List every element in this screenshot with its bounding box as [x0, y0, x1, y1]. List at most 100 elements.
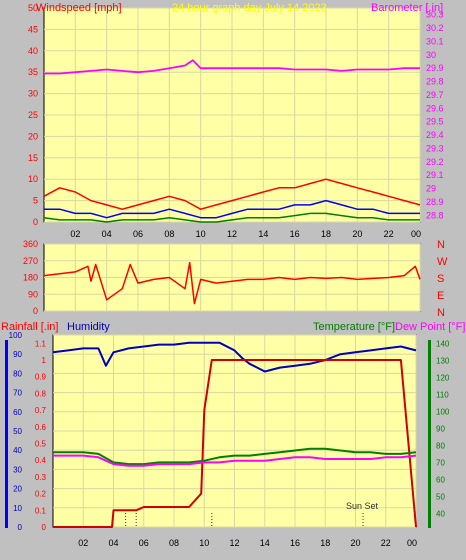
direction-tick-label: 180 [23, 273, 38, 283]
temperature-tick-label: 40 [436, 509, 445, 518]
barometer-tick-label: 29.1 [426, 170, 444, 180]
x-tick-label: 04 [108, 538, 118, 548]
rainfall-tick-label: 0.6 [35, 423, 47, 432]
x-tick-label: 04 [102, 229, 112, 239]
x-tick-label: 16 [290, 538, 300, 548]
windspeed-axis: 0 5 10 15 20 25 30 35 40 45 50 [28, 3, 38, 227]
windspeed-tick-label: 30 [28, 89, 38, 99]
rain-humidity-temp-x-axis: 02 04 06 08 10 12 14 16 18 20 22 00 [78, 538, 417, 548]
rainfall-tick-label: 0.1 [35, 506, 47, 515]
windspeed-tick-label: 35 [28, 67, 38, 77]
rainfall-tick-label: 1.1 [35, 339, 47, 348]
x-tick-label: 08 [164, 229, 174, 239]
humidity-tick-label: 20 [13, 485, 22, 494]
barometer-tick-label: 29.2 [426, 157, 444, 167]
x-tick-label: 06 [133, 229, 143, 239]
temperature-tick-label: 80 [436, 441, 445, 450]
humidity-tick-label: 0 [18, 523, 23, 532]
time-markers [125, 513, 364, 527]
dewpoint-label: Dew Point [°F] [395, 321, 465, 333]
x-tick-label: 22 [381, 538, 391, 548]
rainfall-tick-label: 0.9 [35, 373, 47, 382]
x-tick-label: 06 [139, 538, 149, 548]
humidity-tick-label: 80 [13, 369, 22, 378]
series-wind-average [44, 199, 420, 219]
rain-humidity-temp-series [52, 341, 417, 528]
x-tick-label: 10 [199, 538, 209, 548]
wind-baro-grid [44, 7, 421, 223]
series-rainfall-in [53, 359, 417, 528]
humidity-tick-label: 50 [13, 427, 22, 436]
windspeed-tick-label: 45 [28, 24, 38, 34]
humidity-tick-label: 70 [13, 389, 22, 398]
compass-label-n: N [437, 307, 445, 319]
compass-label-s: S [437, 273, 444, 285]
humidity-tick-label: 90 [13, 350, 22, 359]
x-tick-label: 14 [258, 229, 268, 239]
windspeed-tick-label: 0 [33, 217, 38, 227]
x-tick-label: 00 [411, 229, 421, 239]
temperature-tick-label: 110 [436, 390, 449, 399]
rainfall-tick-label: 0 [42, 523, 47, 532]
barometer-tick-label: 28.8 [426, 210, 444, 220]
x-tick-label: 02 [70, 229, 80, 239]
rainfall-tick-label: 1 [42, 356, 47, 365]
direction-tick-label: 0 [33, 306, 38, 316]
temperature-tick-label: 70 [436, 458, 445, 467]
x-tick-label: 12 [229, 538, 239, 548]
wind-direction-series [43, 261, 421, 305]
barometer-tick-label: 29.3 [426, 143, 444, 153]
windspeed-tick-label: 25 [28, 110, 38, 120]
temperature-label: Temperature [°F] [313, 321, 395, 333]
x-tick-label: 18 [321, 229, 331, 239]
wind-baro-series [43, 59, 421, 223]
windspeed-tick-label: 15 [28, 153, 38, 163]
series-wind-direction [43, 261, 421, 305]
series-wind-gust [43, 178, 421, 210]
rainfall-tick-label: 0.2 [35, 490, 47, 499]
temperature-axis-bar [428, 340, 431, 528]
rainfall-tick-label: 0.4 [35, 456, 47, 465]
barometer-label: Barometer [.in] [371, 2, 443, 14]
x-tick-label: 22 [384, 229, 394, 239]
barometer-tick-label: 29.4 [426, 130, 444, 140]
temperature-tick-label: 60 [436, 475, 445, 484]
barometer-tick-label: 29.5 [426, 117, 444, 127]
direction-tick-label: 360 [23, 239, 38, 249]
compass-label-e: E [437, 290, 444, 302]
humidity-tick-label: 100 [9, 331, 23, 340]
rainfall-tick-label: 0.8 [35, 389, 47, 398]
barometer-tick-label: 30 [426, 50, 436, 60]
humidity-tick-label: 30 [13, 465, 22, 474]
x-tick-label: 10 [196, 229, 206, 239]
barometer-tick-label: 28.9 [426, 197, 444, 207]
wind-direction-grid [44, 243, 421, 312]
barometer-tick-label: 29.6 [426, 103, 444, 113]
humidity-tick-label: 60 [13, 408, 22, 417]
humidity-tick-label: 10 [13, 504, 22, 513]
rainfall-axis: 0 0.1 0.2 0.3 0.4 0.5 0.6 0.7 0.8 0.9 1 1.1 [35, 339, 47, 532]
rainfall-label: Rainfall [.in] [1, 321, 58, 333]
x-tick-label: 14 [260, 538, 270, 548]
windspeed-tick-label: 40 [28, 46, 38, 56]
series-humidity [52, 341, 417, 373]
rain-humidity-temp-grid [53, 334, 417, 528]
series-wind-low [43, 212, 420, 223]
x-tick-label: 18 [320, 538, 330, 548]
temperature-tick-label: 90 [436, 424, 445, 433]
x-tick-label: 12 [227, 229, 237, 239]
direction-tick-label: 270 [23, 256, 38, 266]
barometer-tick-label: 30.2 [426, 23, 444, 33]
temperature-tick-label: 100 [436, 407, 450, 416]
series-dew-point-f [53, 454, 417, 467]
wind-direction-axis: 0 90 180 270 360 [23, 239, 38, 316]
temperature-tick-label: 120 [436, 373, 450, 382]
barometer-tick-label: 29.9 [426, 63, 444, 73]
x-tick-label: 20 [352, 229, 362, 239]
rainfall-tick-label: 0.5 [35, 440, 47, 449]
direction-tick-label: 90 [28, 289, 38, 299]
barometer-tick-label: 29.8 [426, 77, 444, 87]
windspeed-tick-label: 5 [33, 196, 38, 206]
